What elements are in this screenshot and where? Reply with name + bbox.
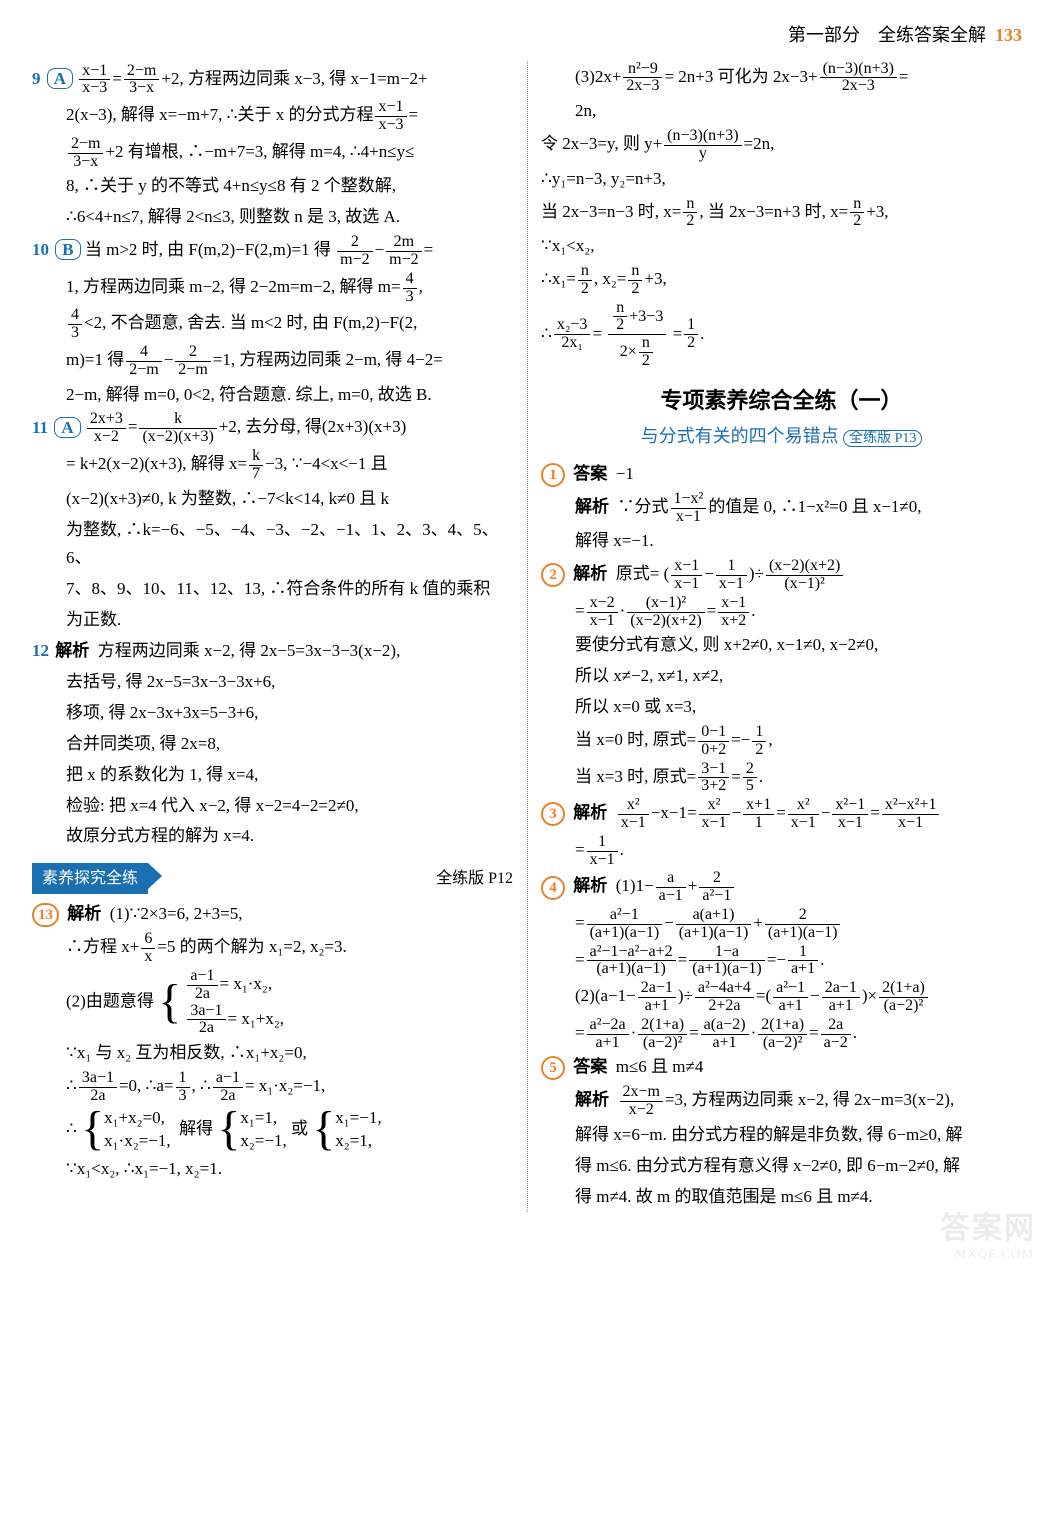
rq4: 4 解析 (1)1−aa−1+2a²−1: [541, 870, 1022, 905]
rq4-line: =a²−2aa+1·2(1+a)(a−2)²=a(a−2)a+1·2(1+a)(…: [541, 1017, 1022, 1052]
rq2-line: 当 x=0 时, 原式=0−10+2=−12,: [541, 724, 1022, 759]
section-tag: 素养探究全练: [32, 863, 148, 894]
q9-num: 9: [32, 69, 41, 88]
cont-line: ∴y₁=n−3, y₂=n+3,: [541, 165, 1022, 194]
q10-line: 1, 方程两边同乘 m−2, 得 2−2m=m−2, 解得 m=43,: [32, 271, 513, 306]
page-number: 133: [995, 25, 1022, 45]
cont-line: 当 2x−3=n−3 时, x=n2, 当 2x−3=n+3 时, x=n2+3…: [541, 196, 1022, 231]
jiexi-label: 解析: [55, 641, 89, 660]
frac: x−1x−3: [79, 63, 110, 98]
watermark-sub: MXQE.COM: [955, 1243, 1034, 1265]
rq3: 3 解析 x²x−1−x−1=x²x−1−x+11=x²x−1−x²−1x−1=…: [541, 797, 1022, 832]
q13-line: 2n,: [541, 97, 1022, 126]
jiexi-label: 解析: [67, 904, 101, 923]
page-ref-pill: 全练版 P13: [843, 430, 922, 447]
frac: 2−m3−x: [124, 63, 159, 98]
q11-line: (x−2)(x+3)≠0, k 为整数, ∴−7<k<14, k≠0 且 k: [32, 485, 513, 514]
q11-line: = k+2(x−2)(x+3), 解得 x=k7−3, ∵−4<x<−1 且: [32, 448, 513, 483]
q12-line: 移项, 得 2x−3x+3x=5−3+6,: [32, 699, 513, 728]
part-label: 第一部分 全练答案全解: [788, 25, 986, 45]
q11-num: 11: [32, 418, 48, 437]
q9-line: 2−m3−x+2 有增根, ∴−m+7=3, 解得 m=4, ∴4+n≤y≤: [32, 136, 513, 171]
rq2-num: 2: [541, 563, 565, 587]
rq1-num: 1: [541, 463, 565, 487]
q13: 13 解析 (1)∵2×3=6, 2+3=5,: [32, 900, 513, 929]
q13-line: (3)2x+n²−92x−3= 2n+3 可化为 2x−3+(n−3)(n+3)…: [541, 61, 1022, 96]
q12-line: 把 x 的系数化为 1, 得 x=4,: [32, 761, 513, 790]
q12-line: 去括号, 得 2x−5=3x−3−3x+6,: [32, 668, 513, 697]
q12-line: 故原分式方程的解为 x=4.: [32, 822, 513, 851]
rq2-line: 所以 x≠−2, x≠1, x≠2,: [541, 662, 1022, 691]
q11: 11 A 2x+3x−2=k(x−2)(x+3)+2, 去分母, 得(2x+3)…: [32, 411, 513, 446]
rq3-line: =1x−1.: [541, 834, 1022, 869]
q13-line: ∴方程 x+6x=5 的两个解为 x₁=2, x₂=3.: [32, 931, 513, 966]
rq2-line: 要使分式有意义, 则 x+2≠0, x−1≠0, x−2≠0,: [541, 631, 1022, 660]
rq5-num: 5: [541, 1056, 565, 1080]
q10-num: 10: [32, 240, 49, 259]
page-header: 第一部分 全练答案全解 133: [32, 20, 1022, 51]
section-subtitle: 与分式有关的四个易错点 全练版 P13: [541, 421, 1022, 452]
rq3-num: 3: [541, 802, 565, 826]
rq2-line: 当 x=3 时, 原式=3−13+2=25.: [541, 761, 1022, 796]
rq5-line: 解得 x=6−m. 由分式方程的解是非负数, 得 6−m≥0, 解: [541, 1121, 1022, 1150]
rq5-line: 得 m≤6. 由分式方程有意义得 x−2≠0, 即 6−m−2≠0, 解: [541, 1152, 1022, 1181]
rq2-line: =x−2x−1·(x−1)²(x−2)(x+2)=x−1x+2.: [541, 595, 1022, 630]
q10-line: 43<2, 不合题意, 舍去. 当 m<2 时, 由 F(m,2)−F(2,: [32, 307, 513, 342]
q10-line: m)=1 得42−m−22−m=1, 方程两边同乘 2−m, 得 4−2=: [32, 344, 513, 379]
q9-answer: A: [47, 68, 73, 89]
page-ref: 全练版 P12: [436, 865, 513, 892]
section-title: 专项素养综合全练（一）: [541, 382, 1022, 419]
rq4-line: =a²−1(a+1)(a−1)−a(a+1)(a+1)(a−1)+2(a+1)(…: [541, 907, 1022, 942]
answer-label: 答案: [573, 464, 607, 483]
q9: 9 A x−1x−3=2−m3−x+2, 方程两边同乘 x−3, 得 x−1=m…: [32, 63, 513, 98]
q9-line: 2(x−3), 解得 x=−m+7, ∴关于 x 的分式方程x−1x−3=: [32, 99, 513, 134]
q12-num: 12: [32, 641, 49, 660]
q11-line: 为正数.: [32, 606, 513, 635]
content-columns: 9 A x−1x−3=2−m3−x+2, 方程两边同乘 x−3, 得 x−1=m…: [32, 61, 1022, 1212]
q13-num: 13: [32, 903, 59, 927]
q13-line: ∵x₁ 与 x₂ 互为相反数, ∴x₁+x₂=0,: [32, 1039, 513, 1068]
rq1-line: 解析 ∵分式1−x²x−1的值是 0, ∴1−x²=0 且 x−1≠0,: [541, 491, 1022, 526]
q9-line: 8, ∴关于 y 的不等式 4+n≤y≤8 有 2 个整数解,: [32, 172, 513, 201]
q13-line: ∴ {x₁+x₂=0,x₁·x₂=−1, 解得 {x₁=1,x₂=−1, 或 {…: [32, 1107, 513, 1153]
q13-line: ∵x₁<x₂, ∴x₁=−1, x₂=1.: [32, 1155, 513, 1184]
cont-line: ∵x₁<x₂,: [541, 232, 1022, 261]
q11-line: 为整数, ∴k=−6、−5、−4、−3、−2、−1、1、2、3、4、5、6、: [32, 516, 513, 574]
rq5-line: 解析 2x−mx−2=3, 方程两边同乘 x−2, 得 2x−m=3(x−2),: [541, 1084, 1022, 1119]
rq1-line: 解得 x=−1.: [541, 527, 1022, 556]
q9-line: ∴6<4+n≤7, 解得 2<n≤3, 则整数 n 是 3, 故选 A.: [32, 203, 513, 232]
rq4-line: =a²−1−a²−a+2(a+1)(a−1)=1−a(a+1)(a−1)=−1a…: [541, 944, 1022, 979]
rq5: 5 答案 m≤6 且 m≠4: [541, 1053, 1022, 1082]
rq4-num: 4: [541, 876, 565, 900]
q11-answer: A: [54, 417, 80, 438]
q12: 12 解析 方程两边同乘 x−2, 得 2x−5=3x−3−3(x−2),: [32, 637, 513, 666]
q11-line: 7、8、9、10、11、12、13, ∴符合条件的所有 k 值的乘积: [32, 575, 513, 604]
rq1: 1 答案 −1: [541, 460, 1022, 489]
q13-line: (2)由题意得 { a−12a= x₁·x₂, 3a−12a= x₁+x₂,: [32, 968, 513, 1037]
cont-line: ∴x₁=n2, x₂=n2+3,: [541, 263, 1022, 298]
q10-line: 2−m, 解得 m=0, 0<2, 符合题意. 综上, m=0, 故选 B.: [32, 381, 513, 410]
q12-line: 合并同类项, 得 2x=8,: [32, 730, 513, 759]
rq4-line: (2)(a−1−2a−1a+1)÷a²−4a+42+2a=(a²−1a+1−2a…: [541, 980, 1022, 1015]
q10: 10 B 当 m>2 时, 由 F(m,2)−F(2,m)=1 得 2m−2−2…: [32, 234, 513, 269]
cont-line: ∴x₂−32x₁= n2+3−3 2×n2 =12.: [541, 300, 1022, 370]
section-row: 素养探究全练 全练版 P12: [32, 863, 513, 894]
rq2: 2 解析 原式= (x−1x−1−1x−1)÷(x−2)(x+2)(x−1)²: [541, 558, 1022, 593]
rq2-line: 所以 x=0 或 x=3,: [541, 693, 1022, 722]
cont-line: 令 2x−3=y, 则 y+(n−3)(n+3)y=2n,: [541, 128, 1022, 163]
q13-line: ∴3a−12a=0, ∴a=13, ∴a−12a= x₁·x₂=−1,: [32, 1070, 513, 1105]
q10-answer: B: [55, 239, 80, 260]
q12-line: 检验: 把 x=4 代入 x−2, 得 x−2=4−2=2≠0,: [32, 792, 513, 821]
